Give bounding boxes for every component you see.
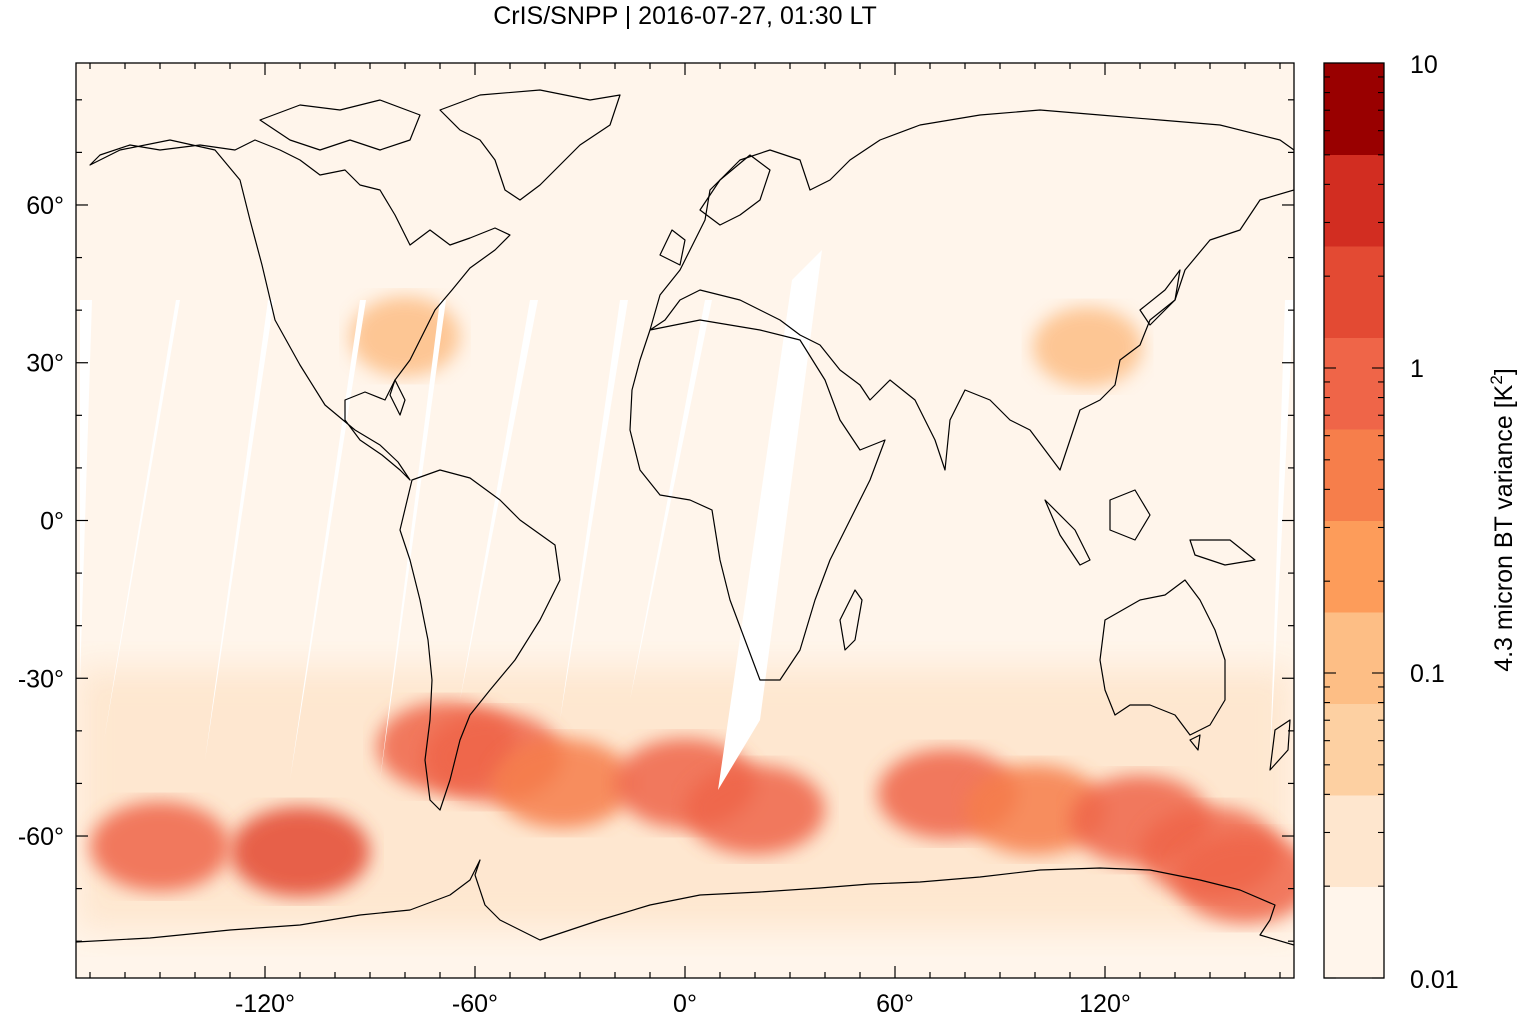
- lat-tick-label: 30°: [26, 350, 64, 378]
- variance-blob: [350, 296, 460, 377]
- swath-gap: [205, 300, 274, 760]
- lat-tick-label: -60°: [18, 823, 64, 851]
- colorbar-swatch: [1324, 154, 1384, 247]
- coastline-arctic-islands: [259, 99, 421, 151]
- lon-tick-label: 60°: [876, 990, 914, 1018]
- coastline-japan: [1139, 269, 1181, 326]
- colorbar-swatch: [1324, 612, 1384, 704]
- colorbar-label: 4.3 micron BT variance [K2]: [1487, 368, 1518, 672]
- variance-blob: [90, 801, 230, 892]
- coastlines: [76, 89, 1294, 946]
- lat-tick-label: 60°: [26, 192, 64, 220]
- swath-gap: [380, 300, 446, 780]
- colorbar-swatch: [1324, 246, 1384, 338]
- coastline-madagascar: [839, 589, 863, 651]
- variance-blob: [965, 764, 1105, 855]
- variance-blob: [230, 806, 370, 897]
- colorbar-label-superscript: 2: [1487, 375, 1506, 384]
- map-title: CrIS/SNPP | 2016-07-27, 01:30 LT: [493, 2, 877, 30]
- lat-tick-label: -30°: [18, 665, 64, 693]
- swath-gap: [104, 300, 180, 740]
- coastline-tasmania: [1189, 734, 1201, 751]
- swath-gap: [560, 300, 628, 720]
- coastline-greenland: [439, 89, 621, 201]
- coastline-eurasia: [649, 109, 1294, 471]
- coastline-new-guinea: [1189, 539, 1256, 566]
- colorbar-swatch: [1324, 703, 1384, 796]
- colorbar-swatch: [1324, 337, 1384, 430]
- colorbar-swatch: [1324, 429, 1384, 521]
- coastline-scandinavia: [699, 154, 771, 226]
- colorbar-swatch: [1324, 886, 1384, 979]
- axes: -120° -60° 0° 60° 120° 60° 30° 0° -30° -60°: [18, 63, 1294, 1018]
- colorbar-tick-label: 1: [1410, 355, 1424, 383]
- swath-gap: [290, 300, 366, 780]
- colorbar-swatch: [1324, 520, 1384, 613]
- coastline-south-america: [399, 469, 561, 811]
- colorbar-tick-label: 0.1: [1410, 660, 1445, 688]
- variance-field: [76, 296, 1294, 931]
- coastline-new-zealand: [1269, 719, 1291, 771]
- coastline-australia: [1099, 579, 1226, 736]
- colorbar: 10 1 0.1 0.01: [1323, 51, 1459, 994]
- swath-gap: [718, 250, 822, 790]
- variance-blob: [1032, 306, 1143, 387]
- lon-tick-label: -60°: [452, 990, 498, 1018]
- colorbar-swatch: [1324, 63, 1384, 155]
- coastline-florida: [389, 379, 406, 416]
- swath-gap: [630, 300, 712, 700]
- colorbar-swatch: [1324, 795, 1384, 887]
- colorbar-tick-label: 0.01: [1410, 966, 1459, 994]
- swath-gap: [80, 300, 92, 680]
- lon-tick-label: 120°: [1079, 990, 1131, 1018]
- variance-blob: [492, 738, 633, 829]
- coastline-antarctica: [76, 859, 1294, 946]
- lon-tick-label: -120°: [235, 990, 295, 1018]
- coastline-africa: [629, 319, 886, 681]
- coastline-north-america: [89, 139, 511, 481]
- colorbar-tick-label: 10: [1410, 51, 1438, 79]
- lat-tick-label: 0°: [40, 508, 64, 536]
- lon-tick-label: 0°: [673, 990, 697, 1018]
- variance-blob: [685, 764, 825, 855]
- coastline-borneo: [1109, 489, 1151, 541]
- coastline-uk: [659, 229, 686, 266]
- coastline-sumatra: [1044, 499, 1091, 566]
- colorbar-frame: [1323, 62, 1385, 979]
